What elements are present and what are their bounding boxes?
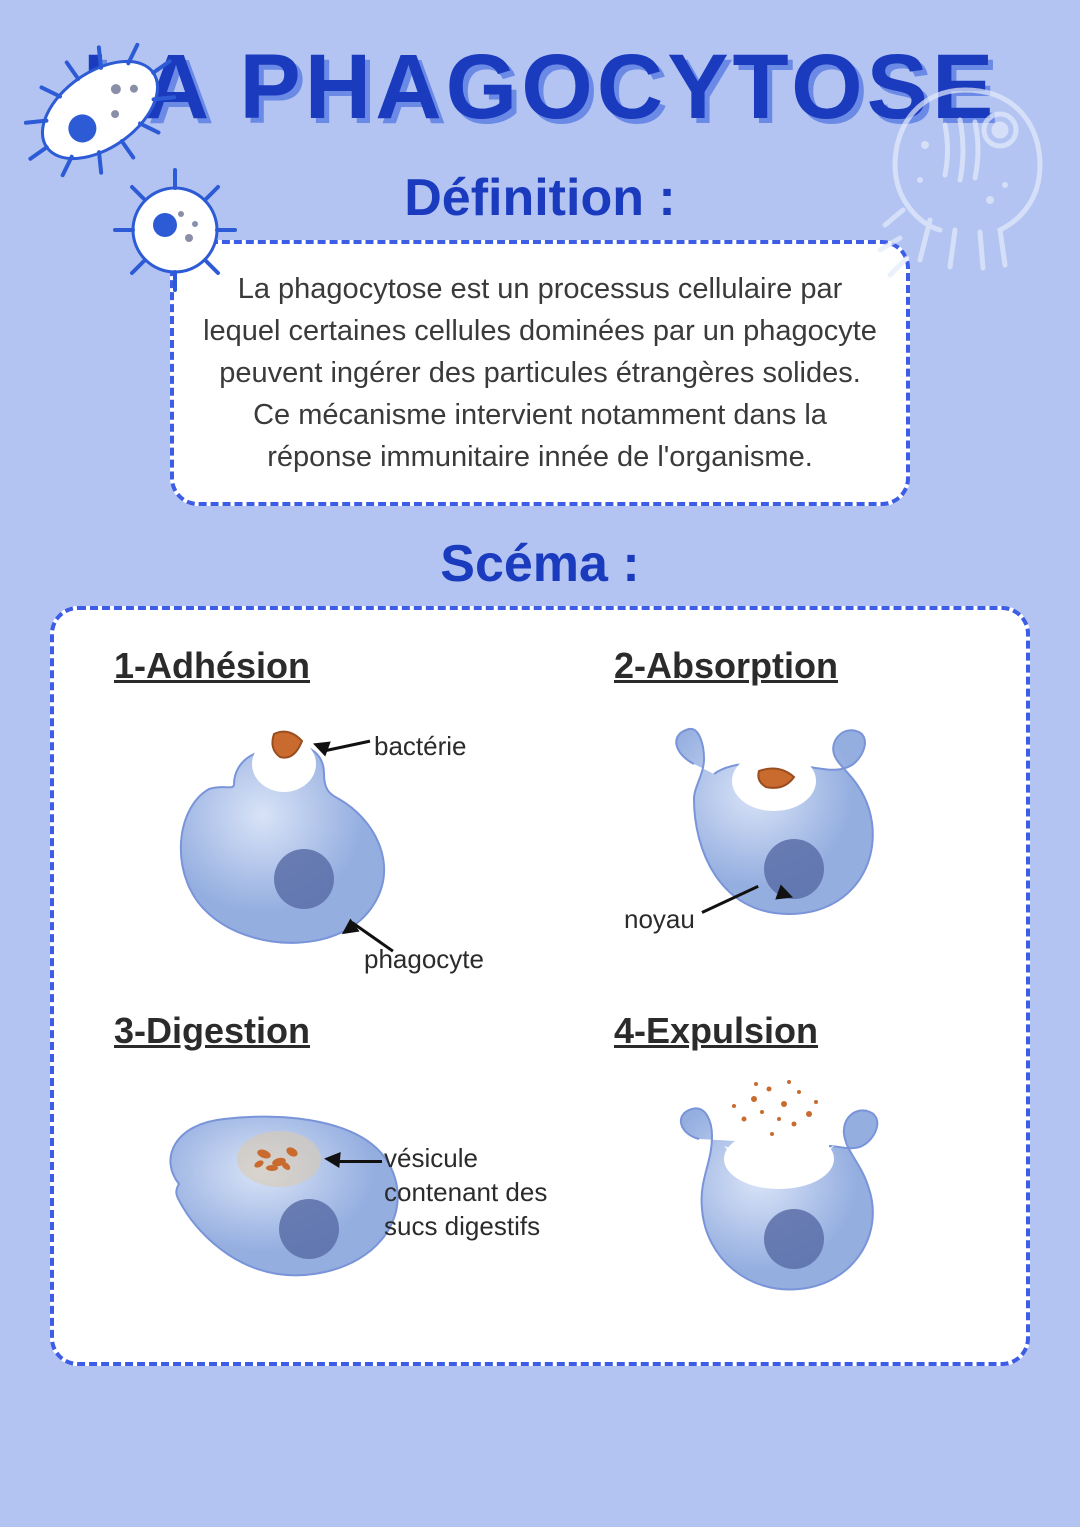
step-digestion: 3-Digestion [114, 1010, 574, 1364]
step-absorption: 2-Absorption noyau [584, 645, 1044, 999]
step-4-title: 4-Expulsion [614, 1010, 1044, 1052]
definition-box: La phagocytose est un processus cellulai… [170, 240, 910, 506]
step-1-title: 1-Adhésion [114, 645, 574, 687]
annot-bactery: bactérie [374, 731, 467, 762]
schema-heading: Scéma : [0, 534, 1080, 594]
amoeba-deco-icon [865, 70, 1065, 290]
step-3-title: 3-Digestion [114, 1010, 574, 1052]
cell-expulsion-icon [584, 1064, 1004, 1364]
cell-absorption-icon [584, 699, 1004, 999]
step-2-title: 2-Absorption [614, 645, 1044, 687]
bacteria-deco-icon [10, 40, 260, 300]
annot-phagocyte: phagocyte [364, 944, 484, 975]
step-adhesion: 1-Adhésion bactérie [114, 645, 574, 999]
step-expulsion: 4-Expulsion [584, 1010, 1044, 1364]
schema-box: 1-Adhésion bactérie [50, 606, 1030, 1366]
annot-noyau: noyau [624, 904, 695, 935]
annot-vesicle: vésicule contenant des sucs digestifs [384, 1142, 574, 1243]
